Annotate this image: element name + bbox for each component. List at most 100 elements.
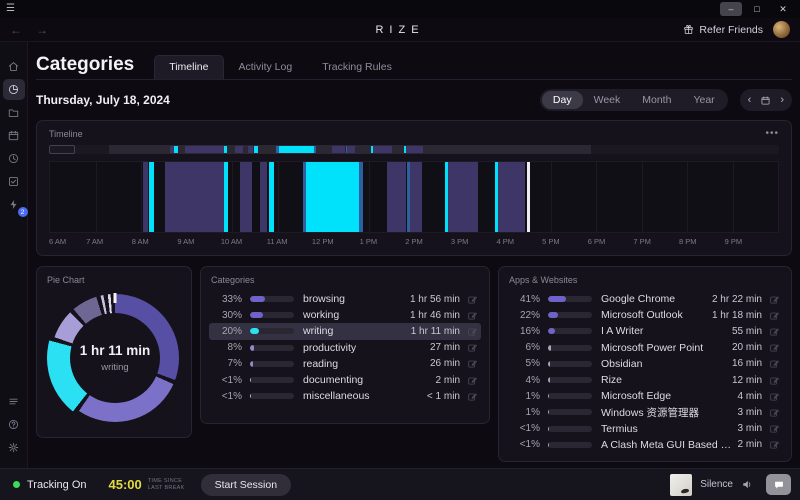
timeline-chart[interactable] <box>49 161 779 233</box>
forward-arrow-icon[interactable]: → <box>36 22 48 37</box>
edit-icon[interactable] <box>769 375 780 386</box>
activity-segment-cyan[interactable] <box>223 162 229 232</box>
edit-icon[interactable] <box>467 358 478 369</box>
sidebar-item-home[interactable] <box>3 56 25 77</box>
category-row[interactable]: 33% browsing 1 hr 56 min <box>209 291 481 307</box>
app-row[interactable]: 4% Rize 12 min <box>507 372 783 388</box>
edit-icon[interactable] <box>769 423 780 434</box>
close-button[interactable]: ✕ <box>779 3 787 14</box>
row-time: 27 min <box>429 342 460 354</box>
refer-friends-button[interactable]: Refer Friends <box>683 24 763 36</box>
activity-segment-purple[interactable] <box>409 162 422 232</box>
tab-timeline[interactable]: Timeline <box>154 55 224 79</box>
activity-segment-purple[interactable] <box>448 162 478 232</box>
category-row[interactable]: <1% documenting 2 min <box>209 372 481 388</box>
edit-icon[interactable] <box>467 294 478 305</box>
app-row[interactable]: 22% Microsoft Outlook 1 hr 18 min <box>507 307 783 323</box>
app-row[interactable]: 16% I A Writer 55 min <box>507 323 783 339</box>
tab-activity-log[interactable]: Activity Log <box>238 61 293 73</box>
activity-segment-blue[interactable] <box>302 162 307 232</box>
activity-segment-cyan[interactable] <box>148 162 155 232</box>
activity-segment-cyan[interactable] <box>494 162 499 232</box>
app-row[interactable]: 5% Obsidian 16 min <box>507 356 783 372</box>
activity-segment-blue[interactable] <box>359 162 364 232</box>
edit-icon[interactable] <box>769 294 780 305</box>
edit-icon[interactable] <box>467 375 478 386</box>
app-row[interactable]: 41% Google Chrome 2 hr 22 min <box>507 291 783 307</box>
edit-icon[interactable] <box>467 326 478 337</box>
notifications-icon <box>10 199 17 210</box>
row-percent: 33% <box>221 293 242 305</box>
app-row[interactable]: 1% Windows 资源管理器 3 min <box>507 404 783 420</box>
minimap-handle[interactable] <box>49 145 76 154</box>
next-day-button[interactable]: › <box>780 93 784 106</box>
activity-segment-cyan[interactable] <box>445 162 449 232</box>
media-artwork <box>670 473 693 496</box>
app-row[interactable]: 1% Microsoft Edge 4 min <box>507 388 783 404</box>
maximize-button[interactable]: □ <box>754 4 760 14</box>
range-day[interactable]: Day <box>541 91 583 109</box>
tab-tracking-rules[interactable]: Tracking Rules <box>322 61 392 73</box>
range-year[interactable]: Year <box>693 94 715 106</box>
edit-icon[interactable] <box>769 407 780 418</box>
edit-icon[interactable] <box>769 391 780 402</box>
edit-icon[interactable] <box>467 391 478 402</box>
sidebar-item-menu[interactable] <box>3 391 25 412</box>
row-progress-bar <box>548 312 592 319</box>
edit-icon[interactable] <box>769 439 780 450</box>
notification-badge: 2 <box>17 207 28 217</box>
hamburger-icon[interactable]: ☰ <box>6 3 15 14</box>
range-month[interactable]: Month <box>642 94 672 106</box>
row-percent: <1% <box>519 423 540 435</box>
app-row[interactable]: <1% Termius 3 min <box>507 421 783 437</box>
sidebar-item-projects[interactable] <box>3 102 25 123</box>
edit-icon[interactable] <box>467 342 478 353</box>
activity-segment-blue[interactable] <box>407 162 410 232</box>
sidebar-item-sessions[interactable] <box>3 148 25 169</box>
tasks-icon <box>9 177 18 186</box>
edit-icon[interactable] <box>769 310 780 321</box>
activity-segment-purple[interactable] <box>386 162 407 232</box>
activity-segment-purple[interactable] <box>164 162 224 232</box>
sidebar-item-tasks[interactable] <box>3 171 25 192</box>
activity-segment-purple[interactable] <box>498 162 525 232</box>
activity-segment-purple[interactable] <box>142 162 149 232</box>
edit-icon[interactable] <box>769 342 780 353</box>
sidebar-item-notifications[interactable]: 2 <box>3 194 28 217</box>
app-row[interactable]: <1% A Clash Meta GUI Based On Ta... 2 min <box>507 437 783 453</box>
back-arrow-icon[interactable]: ← <box>10 22 22 37</box>
media-title: Silence <box>700 479 733 490</box>
avatar[interactable] <box>773 21 790 38</box>
sidebar-item-categories[interactable] <box>2 79 25 100</box>
edit-icon[interactable] <box>769 326 780 337</box>
speaker-icon[interactable] <box>741 478 754 491</box>
category-row[interactable]: 30% working 1 hr 46 min <box>209 307 481 323</box>
activity-segment-cyan[interactable] <box>269 162 275 232</box>
timeline-minimap[interactable] <box>49 145 779 154</box>
chat-button[interactable] <box>766 474 791 495</box>
activity-segment-purple[interactable] <box>260 162 268 232</box>
edit-icon[interactable] <box>769 358 780 369</box>
minimize-button[interactable]: – <box>720 2 742 16</box>
break-timer: 45:00 <box>108 477 142 492</box>
calendar-icon[interactable] <box>760 95 771 106</box>
range-week[interactable]: Week <box>593 94 621 106</box>
start-session-button[interactable]: Start Session <box>200 473 292 496</box>
timeline-menu-icon[interactable]: ••• <box>765 128 779 139</box>
sidebar-item-settings[interactable] <box>3 437 25 458</box>
row-progress-bar <box>548 441 592 448</box>
donut-chart[interactable]: 1 hr 11 min writing <box>47 290 183 426</box>
sidebar-item-calendar[interactable] <box>3 125 25 146</box>
category-row[interactable]: <1% miscellaneous < 1 min <box>209 388 481 404</box>
sidebar-item-help[interactable] <box>3 414 25 435</box>
current-time-marker[interactable] <box>527 162 531 232</box>
category-row[interactable]: 8% productivity 27 min <box>209 340 481 356</box>
prev-day-button[interactable]: ‹ <box>747 93 752 106</box>
category-row[interactable]: 20% writing 1 hr 11 min <box>209 323 481 340</box>
row-time: 16 min <box>731 358 762 370</box>
category-row[interactable]: 7% reading 26 min <box>209 356 481 372</box>
activity-segment-purple[interactable] <box>239 162 253 232</box>
edit-icon[interactable] <box>467 310 478 321</box>
app-row[interactable]: 6% Microsoft Power Point 20 min <box>507 340 783 356</box>
activity-segment-cyan[interactable] <box>306 162 360 232</box>
